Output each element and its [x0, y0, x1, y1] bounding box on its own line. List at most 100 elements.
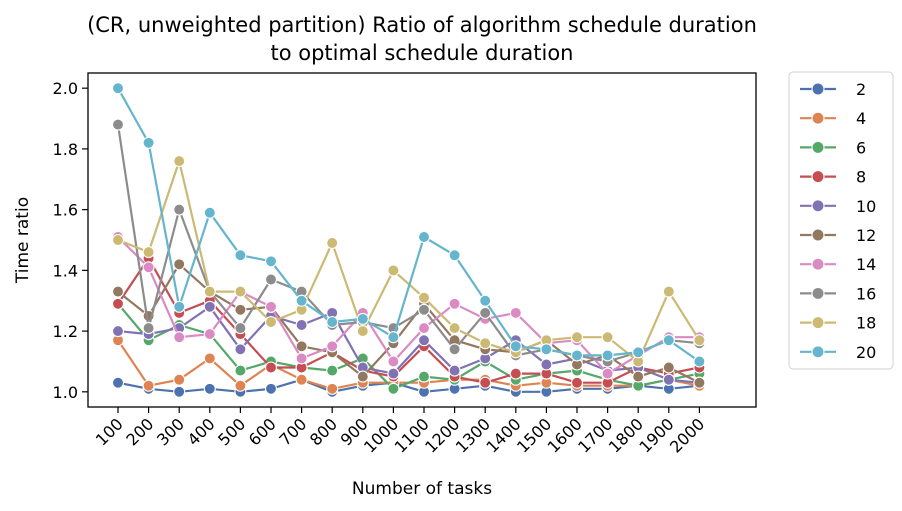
data-point	[264, 382, 278, 395]
data-point	[479, 306, 492, 319]
x-tick-label: 800	[306, 414, 341, 449]
x-tick-label: 1000	[360, 414, 402, 456]
data-point	[234, 379, 247, 392]
series-line	[117, 87, 701, 363]
legend-label: 4	[856, 109, 866, 128]
data-point	[632, 370, 645, 383]
legend-item-20: 20	[800, 343, 876, 362]
data-point	[387, 331, 400, 344]
data-point	[693, 334, 706, 347]
data-point	[662, 334, 675, 347]
legend-marker	[811, 199, 825, 213]
x-tick-label: 700	[275, 414, 310, 449]
x-tick-label: 1800	[605, 414, 647, 456]
data-point	[295, 340, 308, 353]
data-point	[570, 349, 584, 362]
legend-label: 20	[856, 343, 876, 362]
data-point	[601, 331, 614, 344]
x-tick-label: 1700	[574, 414, 616, 456]
data-point	[448, 297, 461, 310]
data-point	[234, 249, 247, 262]
data-point	[326, 315, 339, 329]
data-point	[662, 361, 675, 374]
data-point	[111, 376, 125, 389]
x-tick-label: 1200	[421, 414, 463, 456]
data-point	[509, 340, 522, 353]
x-tick-label: 1100	[391, 414, 433, 456]
data-point	[173, 300, 186, 313]
legend-item-12: 12	[800, 226, 876, 245]
data-point	[295, 352, 308, 365]
x-axis-label: Number of tasks	[352, 479, 492, 499]
legend-label: 2	[856, 80, 866, 99]
data-point	[570, 376, 584, 389]
data-point	[234, 303, 247, 316]
data-point	[417, 291, 431, 304]
data-point	[448, 322, 461, 335]
data-point	[662, 285, 675, 298]
chart-title-line1: (CR, unweighted partition) Ratio of algo…	[87, 13, 757, 37]
legend-marker	[811, 82, 825, 96]
data-point	[632, 346, 645, 359]
y-tick-label: 1.0	[53, 383, 78, 402]
legend-marker	[811, 257, 825, 271]
data-point	[356, 312, 369, 325]
legend-label: 12	[856, 226, 876, 245]
series-line	[117, 236, 700, 375]
data-point	[111, 82, 125, 95]
data-point	[203, 206, 216, 219]
data-point	[173, 331, 186, 344]
data-point	[111, 325, 125, 338]
x-tick-label: 1900	[635, 414, 677, 456]
data-point	[142, 379, 155, 392]
legend-item-2: 2	[800, 80, 866, 99]
data-point	[264, 300, 278, 313]
x-tick-label: 600	[245, 414, 280, 449]
series-16	[111, 118, 706, 368]
data-point	[479, 294, 492, 307]
x-tick-label: 400	[184, 414, 219, 449]
y-tick-label: 1.8	[53, 140, 78, 159]
data-point	[540, 343, 553, 356]
data-point	[540, 358, 553, 371]
data-point	[356, 370, 369, 383]
data-point	[326, 340, 339, 353]
data-point	[295, 373, 308, 386]
data-point	[111, 118, 125, 131]
data-point	[417, 334, 431, 347]
data-point	[234, 343, 247, 356]
data-point	[173, 258, 186, 271]
legend-marker	[811, 140, 825, 154]
data-point	[570, 331, 584, 344]
legend-marker	[811, 345, 825, 359]
x-tick-label: 200	[122, 414, 157, 449]
data-point	[173, 373, 186, 386]
data-point	[448, 249, 461, 262]
data-point	[693, 376, 706, 389]
data-point	[111, 233, 125, 247]
data-point	[417, 303, 431, 316]
data-point	[387, 382, 400, 395]
legend: 2 4 6 8 10 12 14 16 18 20	[788, 71, 894, 370]
x-tick-label: 1400	[482, 414, 524, 456]
data-point	[173, 155, 186, 168]
legend-label: 8	[856, 168, 866, 187]
data-point	[387, 367, 400, 380]
y-tick-label: 1.6	[53, 201, 78, 220]
legend-item-8: 8	[800, 168, 866, 187]
data-point	[203, 300, 216, 313]
data-point	[601, 349, 614, 362]
data-point	[203, 285, 216, 298]
data-point	[295, 318, 308, 332]
data-point	[417, 230, 431, 244]
data-point	[203, 382, 216, 395]
legend-frame	[788, 71, 894, 370]
data-point	[448, 364, 461, 377]
legend-item-4: 4	[800, 109, 866, 128]
data-point	[264, 315, 278, 329]
y-axis-label: Time ratio	[13, 197, 33, 284]
x-tick-label: 100	[92, 414, 127, 449]
data-point	[173, 385, 186, 398]
data-point	[295, 294, 308, 307]
